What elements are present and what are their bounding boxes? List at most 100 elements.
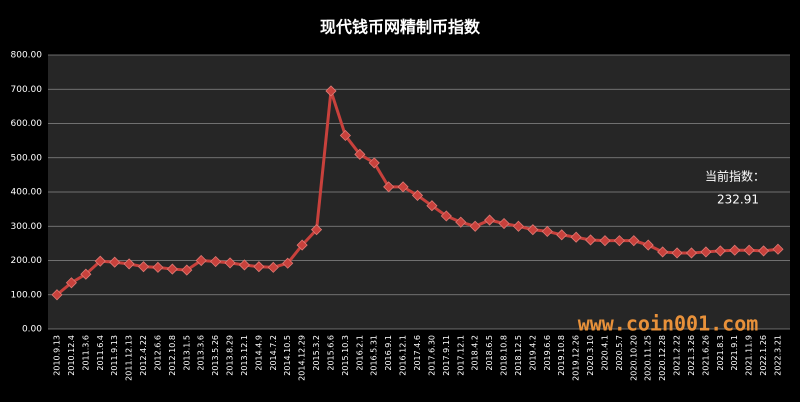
x-tick-label: 2015.3.2 [312,335,321,371]
point-marker [426,200,438,212]
point-marker [628,235,640,247]
annotation: 232.91 [717,193,759,207]
x-tick-label: 2019.6.6 [543,335,552,371]
x-tick-label: 2020.3.10 [586,335,595,376]
point-marker [65,277,77,289]
point-marker [109,256,121,268]
x-tick-label: 2019.10.8 [557,335,566,376]
point-marker [137,261,150,273]
y-tick-label: 0.00 [22,325,42,335]
point-marker [325,85,337,97]
point-marker [556,229,568,241]
x-tick-label: 2021.9.1 [730,335,739,371]
point-marker [613,235,625,247]
point-marker [210,255,222,268]
x-tick-label: 2011.12.13 [125,335,134,381]
point-marker [224,257,236,269]
x-tick-label: 2017.12.1 [456,335,465,376]
point-marker [772,243,784,255]
x-tick-label: 2017.6.30 [427,335,436,376]
point-marker [94,255,106,267]
x-tick-label: 2020.5.7 [615,335,624,371]
x-tick-label: 2017.9.11 [442,335,451,376]
point-marker [411,189,424,201]
x-tick-label: 2022.1.26 [759,335,768,376]
x-tick-label: 2019.12.26 [572,335,581,381]
x-tick-label: 2018.6.5 [485,335,494,371]
point-marker [253,261,265,273]
point-marker [484,214,496,226]
point-marker [267,261,279,273]
x-tick-label: 2011.9.13 [110,335,119,376]
x-tick-label: 2014.10.5 [283,335,292,376]
x-tick-label: 2019.4.2 [528,335,537,371]
point-marker [729,244,741,256]
x-tick-label: 2012.10.8 [168,335,177,376]
x-tick-label: 2013.12.1 [240,335,249,376]
watermark: www.coin001.com [578,312,759,336]
point-marker [758,245,770,257]
point-marker [181,264,193,276]
point-marker [310,224,323,236]
x-tick-label: 2021.8.3 [716,335,725,371]
x-tick-label: 2020.10.20 [629,335,638,381]
point-marker [570,231,582,243]
y-tick-label: 800.00 [11,51,43,61]
point-marker [657,246,669,258]
x-tick-label: 2018.4.2 [471,335,480,371]
point-marker [296,239,308,251]
point-marker [282,257,294,269]
x-tick-label: 2013.1.5 [182,335,191,371]
x-tick-label: 2021.6.26 [701,335,710,376]
x-tick-label: 2016.5.31 [370,335,379,376]
point-marker [743,244,755,256]
point-marker [455,216,467,228]
y-tick-label: 200.00 [11,256,43,266]
point-marker [642,239,654,251]
y-tick-label: 300.00 [11,222,43,232]
point-marker [152,261,164,273]
x-tick-label: 2020.4.1 [600,335,609,371]
x-tick-label: 2013.5.26 [211,335,220,376]
x-tick-label: 2013.8.29 [226,335,235,376]
point-marker [80,268,92,280]
x-tick-label: 2022.3.21 [774,335,783,376]
point-marker [599,235,611,247]
annotation: 当前指数： [705,169,765,184]
point-marker [195,254,207,267]
x-tick-label: 2010.9.13 [53,335,62,376]
x-tick-label: 2014.12.29 [298,335,307,381]
point-marker [397,181,409,193]
x-tick-label: 2014.4.9 [254,335,263,371]
point-marker [354,148,366,160]
x-tick-label: 2012.4.22 [139,335,148,376]
x-tick-label: 2021.2.22 [673,335,682,376]
x-tick-label: 2016.2.1 [355,335,364,371]
y-tick-label: 400.00 [11,188,43,198]
x-tick-label: 2016.12.1 [399,335,408,376]
x-tick-label: 2017.4.6 [413,335,422,371]
point-marker [383,181,395,193]
y-tick-label: 100.00 [11,290,43,300]
point-marker [166,263,178,275]
point-marker [498,217,510,230]
x-tick-label: 2014.7.2 [269,335,278,371]
x-tick-label: 2015.6.6 [326,335,335,371]
point-marker [339,129,351,142]
point-marker [714,245,726,257]
x-tick-label: 2011.3.6 [81,335,90,371]
x-tick-label: 2015.10.3 [341,335,350,376]
point-marker [700,246,712,258]
y-tick-label: 500.00 [11,153,43,163]
point-marker [440,210,452,222]
point-marker [685,247,698,259]
x-tick-label: 2020.12.28 [658,335,667,381]
point-marker [469,220,481,232]
x-tick-label: 2011.6.4 [96,335,105,371]
chart-title: 现代钱币网精制币指数 [320,18,481,37]
x-tick-label: 2010.12.4 [67,335,76,376]
x-tick-label: 2018.10.8 [500,335,509,376]
point-marker [123,258,135,270]
point-marker [368,157,380,169]
